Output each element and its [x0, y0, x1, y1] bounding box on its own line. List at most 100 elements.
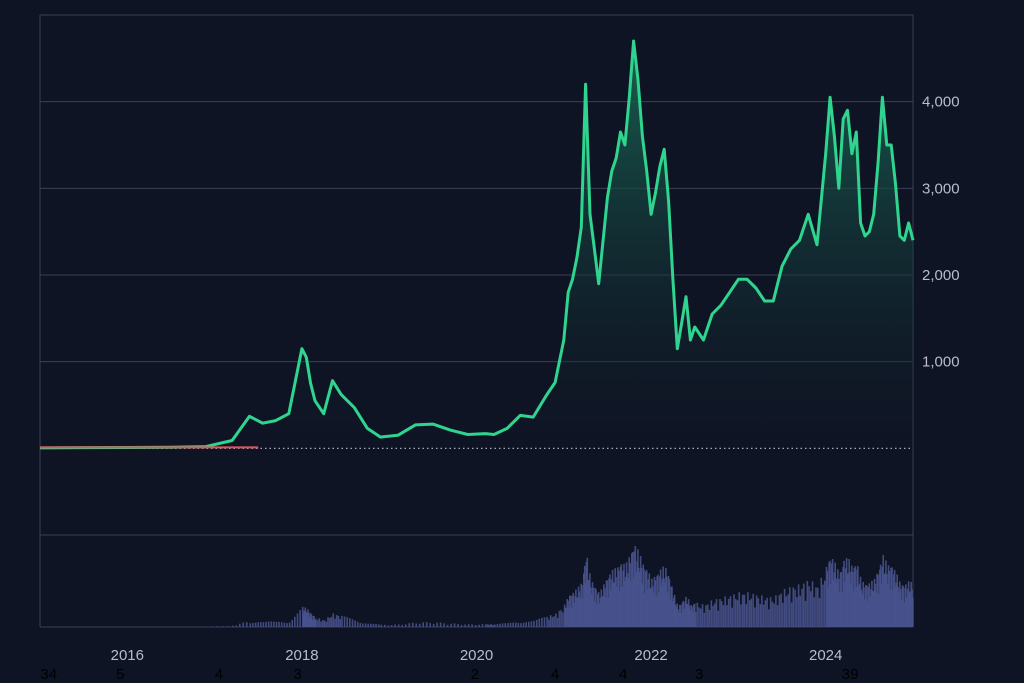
volume-bar — [683, 609, 685, 627]
volume-bar — [892, 589, 894, 627]
volume-bar — [359, 623, 362, 627]
volume-bar — [869, 596, 871, 627]
volume-bar — [838, 592, 841, 627]
volume-bar — [853, 568, 856, 627]
volume-bar — [246, 622, 248, 627]
volume-bar — [488, 624, 491, 627]
volume-bar — [216, 626, 218, 627]
volume-bar — [813, 597, 816, 627]
volume-bar — [439, 622, 442, 627]
volume-bar — [562, 612, 564, 627]
volume-bar — [855, 587, 857, 627]
volume-bar — [294, 616, 296, 627]
volume-bar — [314, 620, 316, 627]
volume-bar — [847, 573, 850, 627]
volume-bar — [889, 589, 891, 627]
volume-bar — [415, 623, 417, 627]
volume-bar — [235, 625, 238, 627]
volume-bar — [698, 607, 700, 627]
volume-bar — [481, 624, 484, 627]
y-tick-label: 3,000 — [922, 180, 960, 197]
volume-bar — [533, 620, 535, 627]
volume-bar — [610, 579, 613, 627]
volume-bar — [679, 605, 682, 627]
volume-bar — [885, 560, 887, 627]
volume-bar — [899, 581, 901, 627]
footer-label: 3 — [293, 666, 301, 683]
volume-bar — [422, 622, 424, 627]
volume-bar — [343, 616, 346, 627]
volume-bar — [863, 587, 865, 627]
volume-bar — [372, 623, 375, 627]
volume-bar — [375, 624, 377, 627]
volume-bar — [714, 603, 716, 627]
volume-bar — [560, 610, 562, 627]
volume-bar — [688, 605, 691, 627]
volume-bar — [680, 613, 683, 627]
volume-bar — [710, 600, 713, 627]
volume-bar — [254, 622, 257, 627]
volume-bar — [733, 594, 735, 627]
volume-bar — [867, 586, 870, 627]
volume-bar — [583, 573, 585, 627]
volume-bar — [335, 615, 338, 627]
volume-bar — [349, 618, 351, 627]
volume-bar — [876, 573, 878, 627]
volume-bar — [909, 592, 912, 627]
volume-bar — [883, 574, 885, 627]
volume-bar — [334, 618, 336, 627]
volume-bar — [528, 621, 530, 627]
volume-bar — [327, 617, 329, 627]
volume-bar — [257, 622, 259, 627]
volume-bar — [818, 598, 821, 627]
volume-bar — [892, 574, 895, 627]
volume-bar — [625, 562, 628, 627]
volume-bar — [761, 595, 763, 627]
volume-bar — [617, 570, 620, 627]
volume-bar — [313, 616, 315, 627]
volume-bar — [576, 597, 578, 627]
volume-bar — [487, 624, 489, 627]
volume-bar — [337, 615, 340, 627]
footer-label: 5 — [116, 666, 124, 683]
volume-bar — [910, 582, 912, 627]
volume-bar — [669, 599, 671, 627]
volume-bar — [638, 572, 641, 627]
y-tick-label: 4,000 — [922, 94, 960, 111]
volume-bar — [628, 557, 630, 627]
volume-bar — [624, 581, 626, 627]
volume-bar — [390, 625, 393, 627]
volume-bar — [748, 600, 751, 627]
volume-bar — [332, 613, 335, 627]
volume-bar — [436, 622, 438, 627]
volume-bar — [551, 617, 554, 627]
volume-bar — [677, 609, 679, 627]
volume-bar — [841, 592, 843, 627]
volume-bar — [776, 605, 779, 627]
volume-bar — [325, 621, 328, 627]
volume-bar — [504, 623, 506, 627]
volume-bar — [734, 599, 737, 627]
volume-bar — [840, 572, 843, 627]
volume-bar — [884, 573, 886, 627]
volume-bar — [815, 587, 817, 627]
volume-bar — [792, 587, 795, 627]
volume-bar — [520, 623, 522, 627]
volume-bar — [692, 612, 694, 627]
volume-bar — [886, 583, 889, 627]
volume-bar — [394, 624, 396, 627]
volume-bar — [576, 597, 579, 627]
volume-bar — [377, 624, 380, 627]
volume-bar — [648, 573, 651, 627]
volume-bar — [580, 583, 582, 627]
volume-bar — [851, 565, 853, 627]
volume-bar — [676, 603, 678, 627]
volume-bars — [40, 546, 914, 627]
volume-bar — [494, 624, 496, 627]
volume-bar — [908, 591, 911, 627]
volume-bar — [304, 607, 307, 627]
volume-bar — [485, 624, 487, 627]
volume-bar — [308, 612, 310, 627]
volume-bar — [675, 607, 678, 627]
